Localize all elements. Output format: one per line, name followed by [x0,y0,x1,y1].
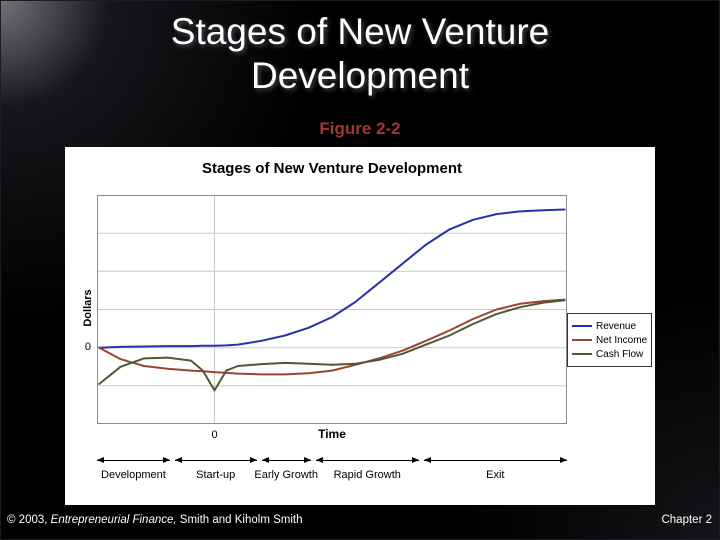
slide-title-line-2: Development [250,55,469,96]
revenue-line-swatch [572,325,592,327]
footer-copyright: © 2003, [7,514,51,526]
slide-title: Stages of New Venture Development [0,10,720,98]
y-axis-label: Dollars [82,289,94,327]
footer-book-title: Entrepreneurial Finance, [50,514,177,526]
legend-item-cash-flow: Cash Flow [572,347,647,361]
legend-label-revenue: Revenue [596,320,637,332]
slide-title-line-1: Stages of New Venture [170,11,550,52]
legend-item-net-income: Net Income [572,333,647,347]
plot-area [97,195,567,424]
legend-item-revenue: Revenue [572,319,647,333]
stage-arrow-rapid-growth [315,457,420,463]
stage-label-rapid-growth: Rapid Growth [333,469,401,481]
net-income-line-swatch [572,339,592,341]
figure-caption: Figure 2-2 [319,119,401,138]
y-tick-0: 0 [84,340,91,353]
stage-label-exit: Exit [486,469,505,481]
chart-title: Stages of New Venture Development [201,160,463,177]
stage-arrow-exit [423,457,568,463]
footer-authors: Smith and Kiholm Smith [176,514,303,526]
stage-arrow-start-up [174,457,258,463]
footer-credit: © 2003, Entrepreneurial Finance, Smith a… [7,514,303,526]
legend-label-net-income: Net Income [596,334,648,346]
x-axis-label: Time [318,427,346,441]
cash-flow-line-swatch [572,353,592,355]
stage-label-early-growth: Early Growth [254,469,318,481]
stage-label-start-up: Start-up [196,469,236,481]
footer-chapter: Chapter 2 [661,514,712,526]
chart-legend: Revenue Net Income Cash Flow [567,313,652,367]
stage-arrow-development [97,457,170,463]
stage-label-development: Development [101,469,166,481]
legend-label-cash-flow: Cash Flow [596,348,644,360]
chart-panel: Stages of New Venture Development Dollar… [65,147,655,505]
stage-arrow-early-growth [261,457,312,463]
x-tick-0: 0 [211,429,218,441]
